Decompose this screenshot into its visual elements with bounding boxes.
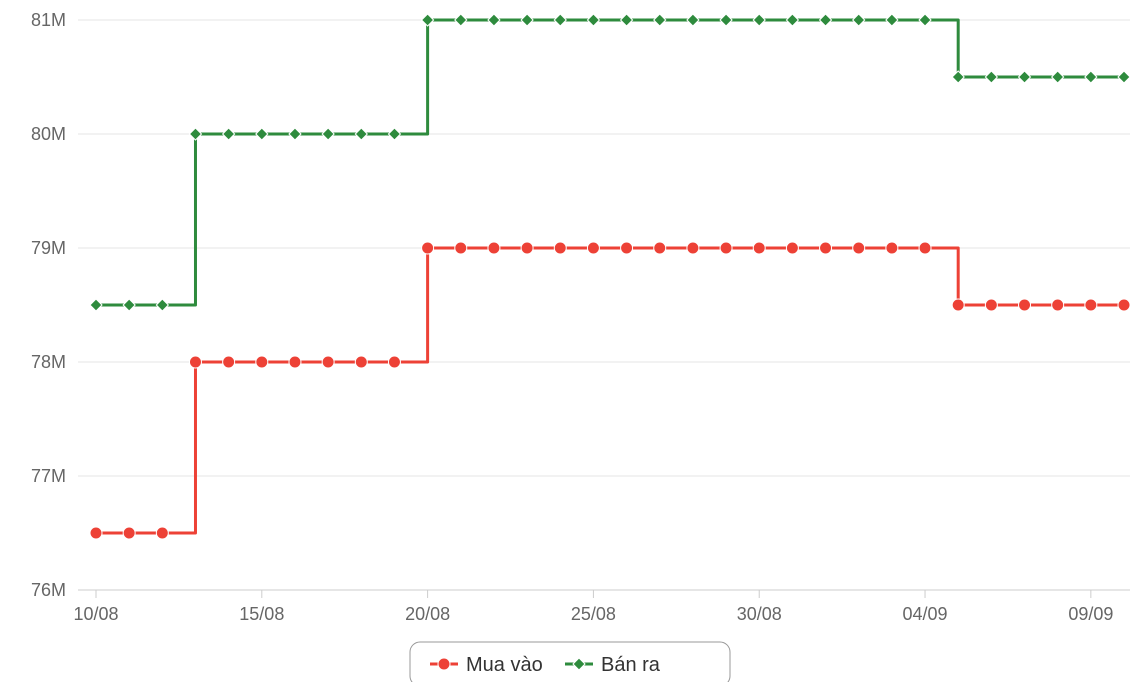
data-point[interactable] (687, 14, 699, 26)
legend-label[interactable]: Mua vào (466, 654, 543, 676)
data-point[interactable] (587, 242, 599, 254)
x-axis-tick-label: 10/08 (73, 604, 118, 624)
data-point[interactable] (422, 14, 434, 26)
y-axis-tick-label: 80M (31, 124, 66, 144)
data-point[interactable] (786, 242, 798, 254)
data-point[interactable] (1052, 71, 1064, 83)
data-point[interactable] (1085, 71, 1097, 83)
data-point[interactable] (189, 128, 201, 140)
price-line-chart: 76M 77M 78M 79M 80M 81M 10/08 15/08 20/08 25/08 30… (0, 0, 1142, 682)
data-point[interactable] (1019, 71, 1031, 83)
data-point[interactable] (256, 356, 268, 368)
data-point[interactable] (256, 128, 268, 140)
data-point[interactable] (1019, 299, 1031, 311)
data-point[interactable] (1052, 299, 1064, 311)
data-point[interactable] (422, 242, 434, 254)
data-point[interactable] (621, 14, 633, 26)
x-axis-tick-label: 04/09 (903, 604, 948, 624)
data-point[interactable] (455, 14, 467, 26)
data-point[interactable] (123, 299, 135, 311)
y-axis-tick-label: 79M (31, 238, 66, 258)
data-point[interactable] (587, 14, 599, 26)
data-point[interactable] (621, 242, 633, 254)
data-point[interactable] (1085, 299, 1097, 311)
x-axis-tick-label: 15/08 (239, 604, 284, 624)
data-point[interactable] (1118, 71, 1130, 83)
data-point[interactable] (786, 14, 798, 26)
data-point[interactable] (90, 527, 102, 539)
x-axis-tick-label: 30/08 (737, 604, 782, 624)
data-point[interactable] (886, 14, 898, 26)
series-line (96, 20, 1124, 305)
y-axis-tick-label: 76M (31, 580, 66, 600)
data-point[interactable] (753, 14, 765, 26)
x-axis-tick-label: 20/08 (405, 604, 450, 624)
data-point[interactable] (289, 128, 301, 140)
data-point[interactable] (919, 242, 931, 254)
x-axis-tick-label: 09/09 (1068, 604, 1113, 624)
data-point[interactable] (322, 128, 334, 140)
y-axis-tick-label: 77M (31, 466, 66, 486)
data-point[interactable] (554, 242, 566, 254)
y-axis-tick-label: 81M (31, 10, 66, 30)
data-point[interactable] (123, 527, 135, 539)
data-point[interactable] (720, 14, 732, 26)
data-point[interactable] (820, 14, 832, 26)
data-point[interactable] (322, 356, 334, 368)
data-point[interactable] (753, 242, 765, 254)
data-point[interactable] (438, 658, 450, 670)
legend-label[interactable]: Bán ra (601, 654, 661, 676)
data-point[interactable] (455, 242, 467, 254)
data-point[interactable] (886, 242, 898, 254)
data-point[interactable] (720, 242, 732, 254)
data-point[interactable] (919, 14, 931, 26)
data-point[interactable] (189, 356, 201, 368)
data-point[interactable] (952, 299, 964, 311)
data-point[interactable] (521, 14, 533, 26)
data-point[interactable] (554, 14, 566, 26)
data-point[interactable] (488, 242, 500, 254)
data-point[interactable] (985, 71, 997, 83)
x-axis-tick-label: 25/08 (571, 604, 616, 624)
data-point[interactable] (521, 242, 533, 254)
chart-svg: 76M 77M 78M 79M 80M 81M 10/08 15/08 20/08 25/08 30… (0, 0, 1142, 682)
data-point[interactable] (820, 242, 832, 254)
data-point[interactable] (156, 527, 168, 539)
data-point[interactable] (223, 356, 235, 368)
data-point[interactable] (654, 242, 666, 254)
data-point[interactable] (289, 356, 301, 368)
data-point[interactable] (1118, 299, 1130, 311)
data-point[interactable] (355, 356, 367, 368)
data-point[interactable] (654, 14, 666, 26)
data-point[interactable] (488, 14, 500, 26)
data-point[interactable] (853, 14, 865, 26)
data-point[interactable] (985, 299, 997, 311)
data-point[interactable] (388, 128, 400, 140)
data-point[interactable] (687, 242, 699, 254)
data-point[interactable] (223, 128, 235, 140)
y-axis-tick-label: 78M (31, 352, 66, 372)
data-point[interactable] (90, 299, 102, 311)
data-point[interactable] (853, 242, 865, 254)
data-point[interactable] (388, 356, 400, 368)
data-point[interactable] (355, 128, 367, 140)
data-point[interactable] (156, 299, 168, 311)
legend-box (410, 642, 730, 682)
data-point[interactable] (952, 71, 964, 83)
series-line (96, 248, 1124, 533)
